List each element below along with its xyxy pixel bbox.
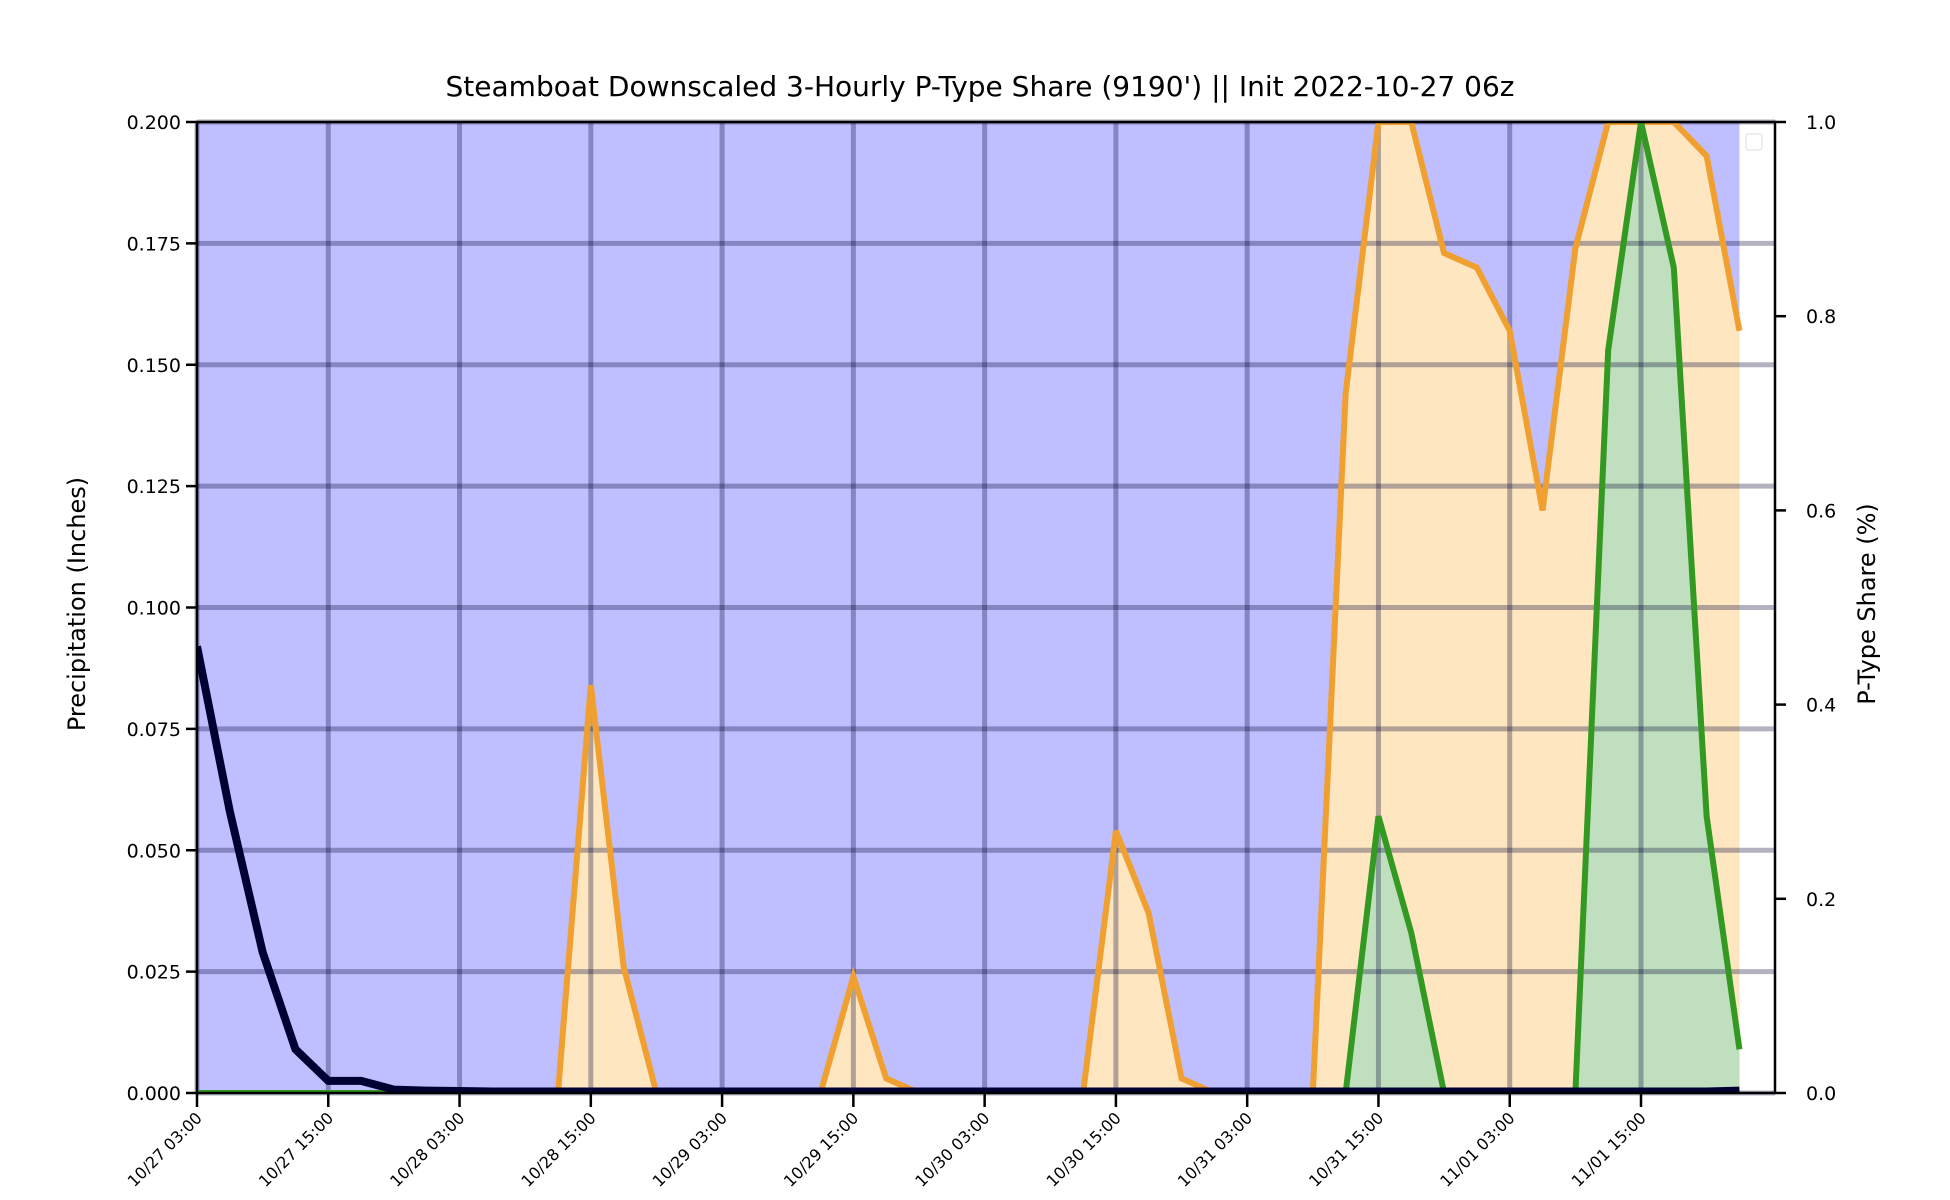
series-line-precipitation: [197, 645, 1740, 1093]
x-tick-label: 10/28 15:00: [517, 1108, 599, 1190]
y-left-tick-label: 0.200: [127, 112, 181, 134]
x-tick-label: 10/27 03:00: [124, 1108, 206, 1190]
series-lines: [197, 122, 1743, 1093]
x-tick-label: 11/01 15:00: [1568, 1108, 1650, 1190]
legend: [1745, 133, 1763, 151]
x-tick-label: 10/28 03:00: [386, 1108, 468, 1190]
series-fill-mixed-share: [197, 122, 1740, 1093]
chart-title: Steamboat Downscaled 3-Hourly P-Type Sha…: [446, 70, 1515, 103]
x-tick-label: 10/31 15:00: [1305, 1108, 1387, 1190]
y-axis-right-label: P-Type Share (%): [1853, 503, 1881, 705]
x-tick-label: 10/30 03:00: [911, 1108, 993, 1190]
y-right-tick-label: 0.0: [1806, 1083, 1836, 1105]
x-tick-label: 10/29 15:00: [780, 1108, 862, 1190]
y-right-tick-label: 0.4: [1806, 695, 1836, 717]
x-tick-label: 10/29 03:00: [649, 1108, 731, 1190]
y-left-tick-label: 0.175: [127, 233, 181, 255]
y-left-tick-label: 0.025: [127, 962, 181, 984]
y-right-tick-label: 0.8: [1806, 306, 1836, 328]
series-line-mixed-share: [197, 122, 1743, 1093]
y-left-tick-label: 0.000: [127, 1083, 181, 1105]
y-left-tick-label: 0.125: [127, 476, 181, 498]
y-left-tick-label: 0.050: [127, 840, 181, 862]
y-left-tick-label: 0.075: [127, 719, 181, 741]
x-tick-label: 10/31 03:00: [1174, 1108, 1256, 1190]
y-right-tick-label: 1.0: [1806, 112, 1836, 134]
y-axis-left-label: Precipitation (Inches): [63, 477, 91, 731]
x-tick-label: 11/01 03:00: [1436, 1108, 1518, 1190]
y-right-tick-label: 0.2: [1806, 889, 1836, 911]
fill-areas: [197, 122, 1740, 1093]
legend-box: [1745, 133, 1763, 151]
y-left-tick-label: 0.100: [127, 598, 181, 620]
y-left-tick-label: 0.150: [127, 355, 181, 377]
x-tick-label: 10/27 15:00: [255, 1108, 337, 1190]
series-fill-rain-share: [197, 122, 1740, 1093]
x-tick-label: 10/30 15:00: [1042, 1108, 1124, 1190]
y-right-tick-label: 0.6: [1806, 500, 1836, 522]
